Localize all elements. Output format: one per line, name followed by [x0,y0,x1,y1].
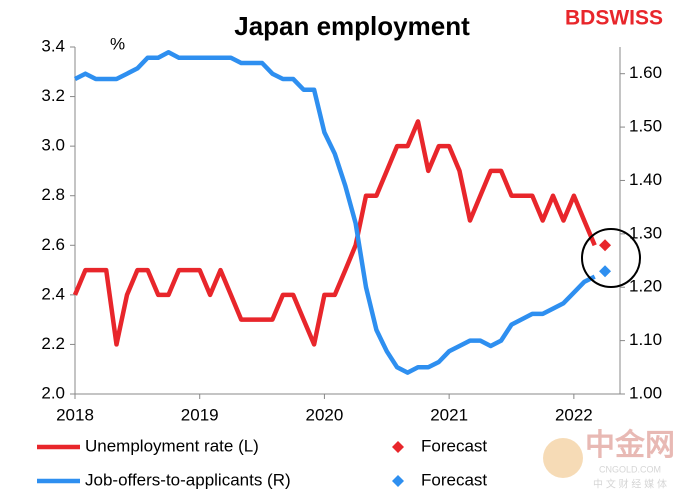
y-tick-label: 3.4 [41,36,65,55]
y2-tick-label: 1.20 [629,277,662,296]
y2-tick-label: 1.10 [629,330,662,349]
y-tick-label: 2.4 [41,284,65,303]
y2-tick-label: 1.30 [629,223,662,242]
y2-tick-label: 1.00 [629,383,662,402]
brand-logo: BDSWISS [565,7,663,30]
y-tick-label: 2.0 [41,383,65,402]
legend-swatch [392,441,404,453]
unit-label: % [110,34,125,53]
chart-title: Japan employment [234,11,470,41]
legend-label: Job-offers-to-applicants (R) [85,470,291,489]
watermark-tag: 中 文 财 经 媒 体 [593,478,667,491]
watermark-icon [543,438,583,478]
legend-label: Forecast [421,470,487,489]
x-tick-label: 2018 [56,405,94,424]
x-tick-label: 2022 [555,405,593,424]
legend-label: Forecast [421,436,487,455]
y-tick-label: 2.6 [41,235,65,254]
x-tick-label: 2020 [306,405,344,424]
x-tick-label: 2019 [181,405,219,424]
forecast-marker [599,239,612,252]
y2-tick-label: 1.50 [629,117,662,136]
y2-tick-label: 1.60 [629,63,662,82]
forecast-marker [599,265,612,278]
series-line [72,119,597,347]
y-tick-label: 3.2 [41,86,65,105]
annotation-circle [581,228,641,288]
x-tick-label: 2021 [430,405,468,424]
y-tick-label: 3.0 [41,136,65,155]
series-line [73,50,596,375]
watermark-sub: CNGOLD.COM [599,464,661,474]
y-tick-label: 2.2 [41,334,65,353]
legend-label: Unemployment rate (L) [85,436,259,455]
legend-swatch [392,475,404,487]
watermark-text: 中金网 [585,428,675,462]
watermark: 中金网 CNGOLD.COM 中 文 财 经 媒 体 [543,428,675,491]
y-tick-label: 2.8 [41,185,65,204]
y2-tick-label: 1.40 [629,170,662,189]
